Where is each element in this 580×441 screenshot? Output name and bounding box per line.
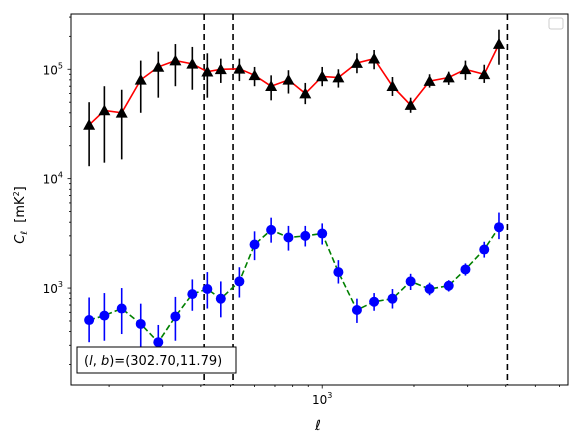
circle-point <box>135 318 146 329</box>
triangle-point <box>404 99 417 110</box>
y-axis-label-units-close: ] <box>13 186 28 191</box>
triangle-point <box>368 52 381 64</box>
triangle-point <box>233 62 246 74</box>
triangle-point <box>492 38 505 49</box>
series-line-1 <box>88 226 500 344</box>
triangle-point <box>459 63 472 75</box>
circle-point <box>351 305 362 316</box>
circle-point <box>300 230 311 241</box>
circle-point <box>170 311 181 322</box>
y-axis-label: Cℓ [mK2] <box>12 186 30 244</box>
circle-point <box>369 296 380 307</box>
circle-point <box>493 222 504 233</box>
circle-point <box>234 276 245 287</box>
circle-point <box>266 224 277 235</box>
triangle-point <box>201 65 214 77</box>
x-tick-label: 103 <box>312 391 332 407</box>
y-axis-label-units: [mK <box>13 196 28 231</box>
circle-point <box>187 289 198 300</box>
circle-point <box>215 293 226 304</box>
y-axis-label-units-sup: 2 <box>12 191 21 196</box>
circle-point <box>405 276 416 287</box>
y-tick-label: 105 <box>43 61 63 77</box>
triangle-point <box>386 80 399 92</box>
circle-point <box>99 310 110 321</box>
circle-point <box>202 284 213 295</box>
circle-point <box>460 264 471 275</box>
y-tick-label: 104 <box>43 171 63 187</box>
triangle-point <box>169 54 182 66</box>
svg-text:(l, b)=(302.70,11.79): (l, b)=(302.70,11.79) <box>84 354 222 369</box>
triangle-point <box>423 75 436 86</box>
triangle-point <box>152 60 165 72</box>
triangle-point <box>214 63 227 75</box>
circle-point <box>333 267 344 278</box>
circle-point <box>249 239 260 250</box>
annotation-sep: , <box>93 354 101 369</box>
circle-point <box>479 244 490 255</box>
y-axis-label-symbol: C <box>13 234 28 244</box>
annotation-prefix: ( <box>84 354 89 369</box>
triangle-point <box>248 69 261 81</box>
annotation-b: b <box>101 354 109 369</box>
triangle-point <box>98 104 111 116</box>
legend-box <box>548 17 564 30</box>
svg-text:Cℓ [mK2]: Cℓ [mK2] <box>12 186 30 244</box>
triangle-point <box>134 73 147 85</box>
triangle-point <box>316 70 329 82</box>
triangle-point <box>186 57 199 69</box>
triangle-point <box>332 71 345 83</box>
y-tick-label: 103 <box>43 280 63 296</box>
triangle-point <box>282 73 295 85</box>
axes-frame <box>70 13 569 386</box>
y-axis-label-subscript: ℓ <box>20 231 30 236</box>
triangle-point <box>83 118 96 130</box>
circle-point <box>387 293 398 304</box>
triangle-point <box>265 80 278 92</box>
annotation-box: (l, b)=(302.70,11.79) <box>76 346 237 374</box>
circle-point <box>153 337 164 348</box>
circle-point <box>116 303 127 314</box>
axis-ticks: 103 103 104 105 <box>43 16 560 407</box>
annotation-values: )=(302.70,11.79) <box>109 354 222 369</box>
annotation-l: l <box>89 354 93 369</box>
circle-point <box>283 232 294 243</box>
triangle-point <box>299 87 312 99</box>
triangle-point <box>478 68 491 80</box>
triangle-point <box>442 71 455 83</box>
x-axis-label: ℓ <box>314 418 321 434</box>
triangle-point <box>350 57 363 68</box>
circle-point <box>424 284 435 295</box>
circle-point <box>84 315 95 326</box>
circle-point <box>317 228 328 239</box>
plot-area <box>83 14 509 385</box>
circle-point <box>443 280 454 291</box>
triangle-point <box>115 106 128 118</box>
